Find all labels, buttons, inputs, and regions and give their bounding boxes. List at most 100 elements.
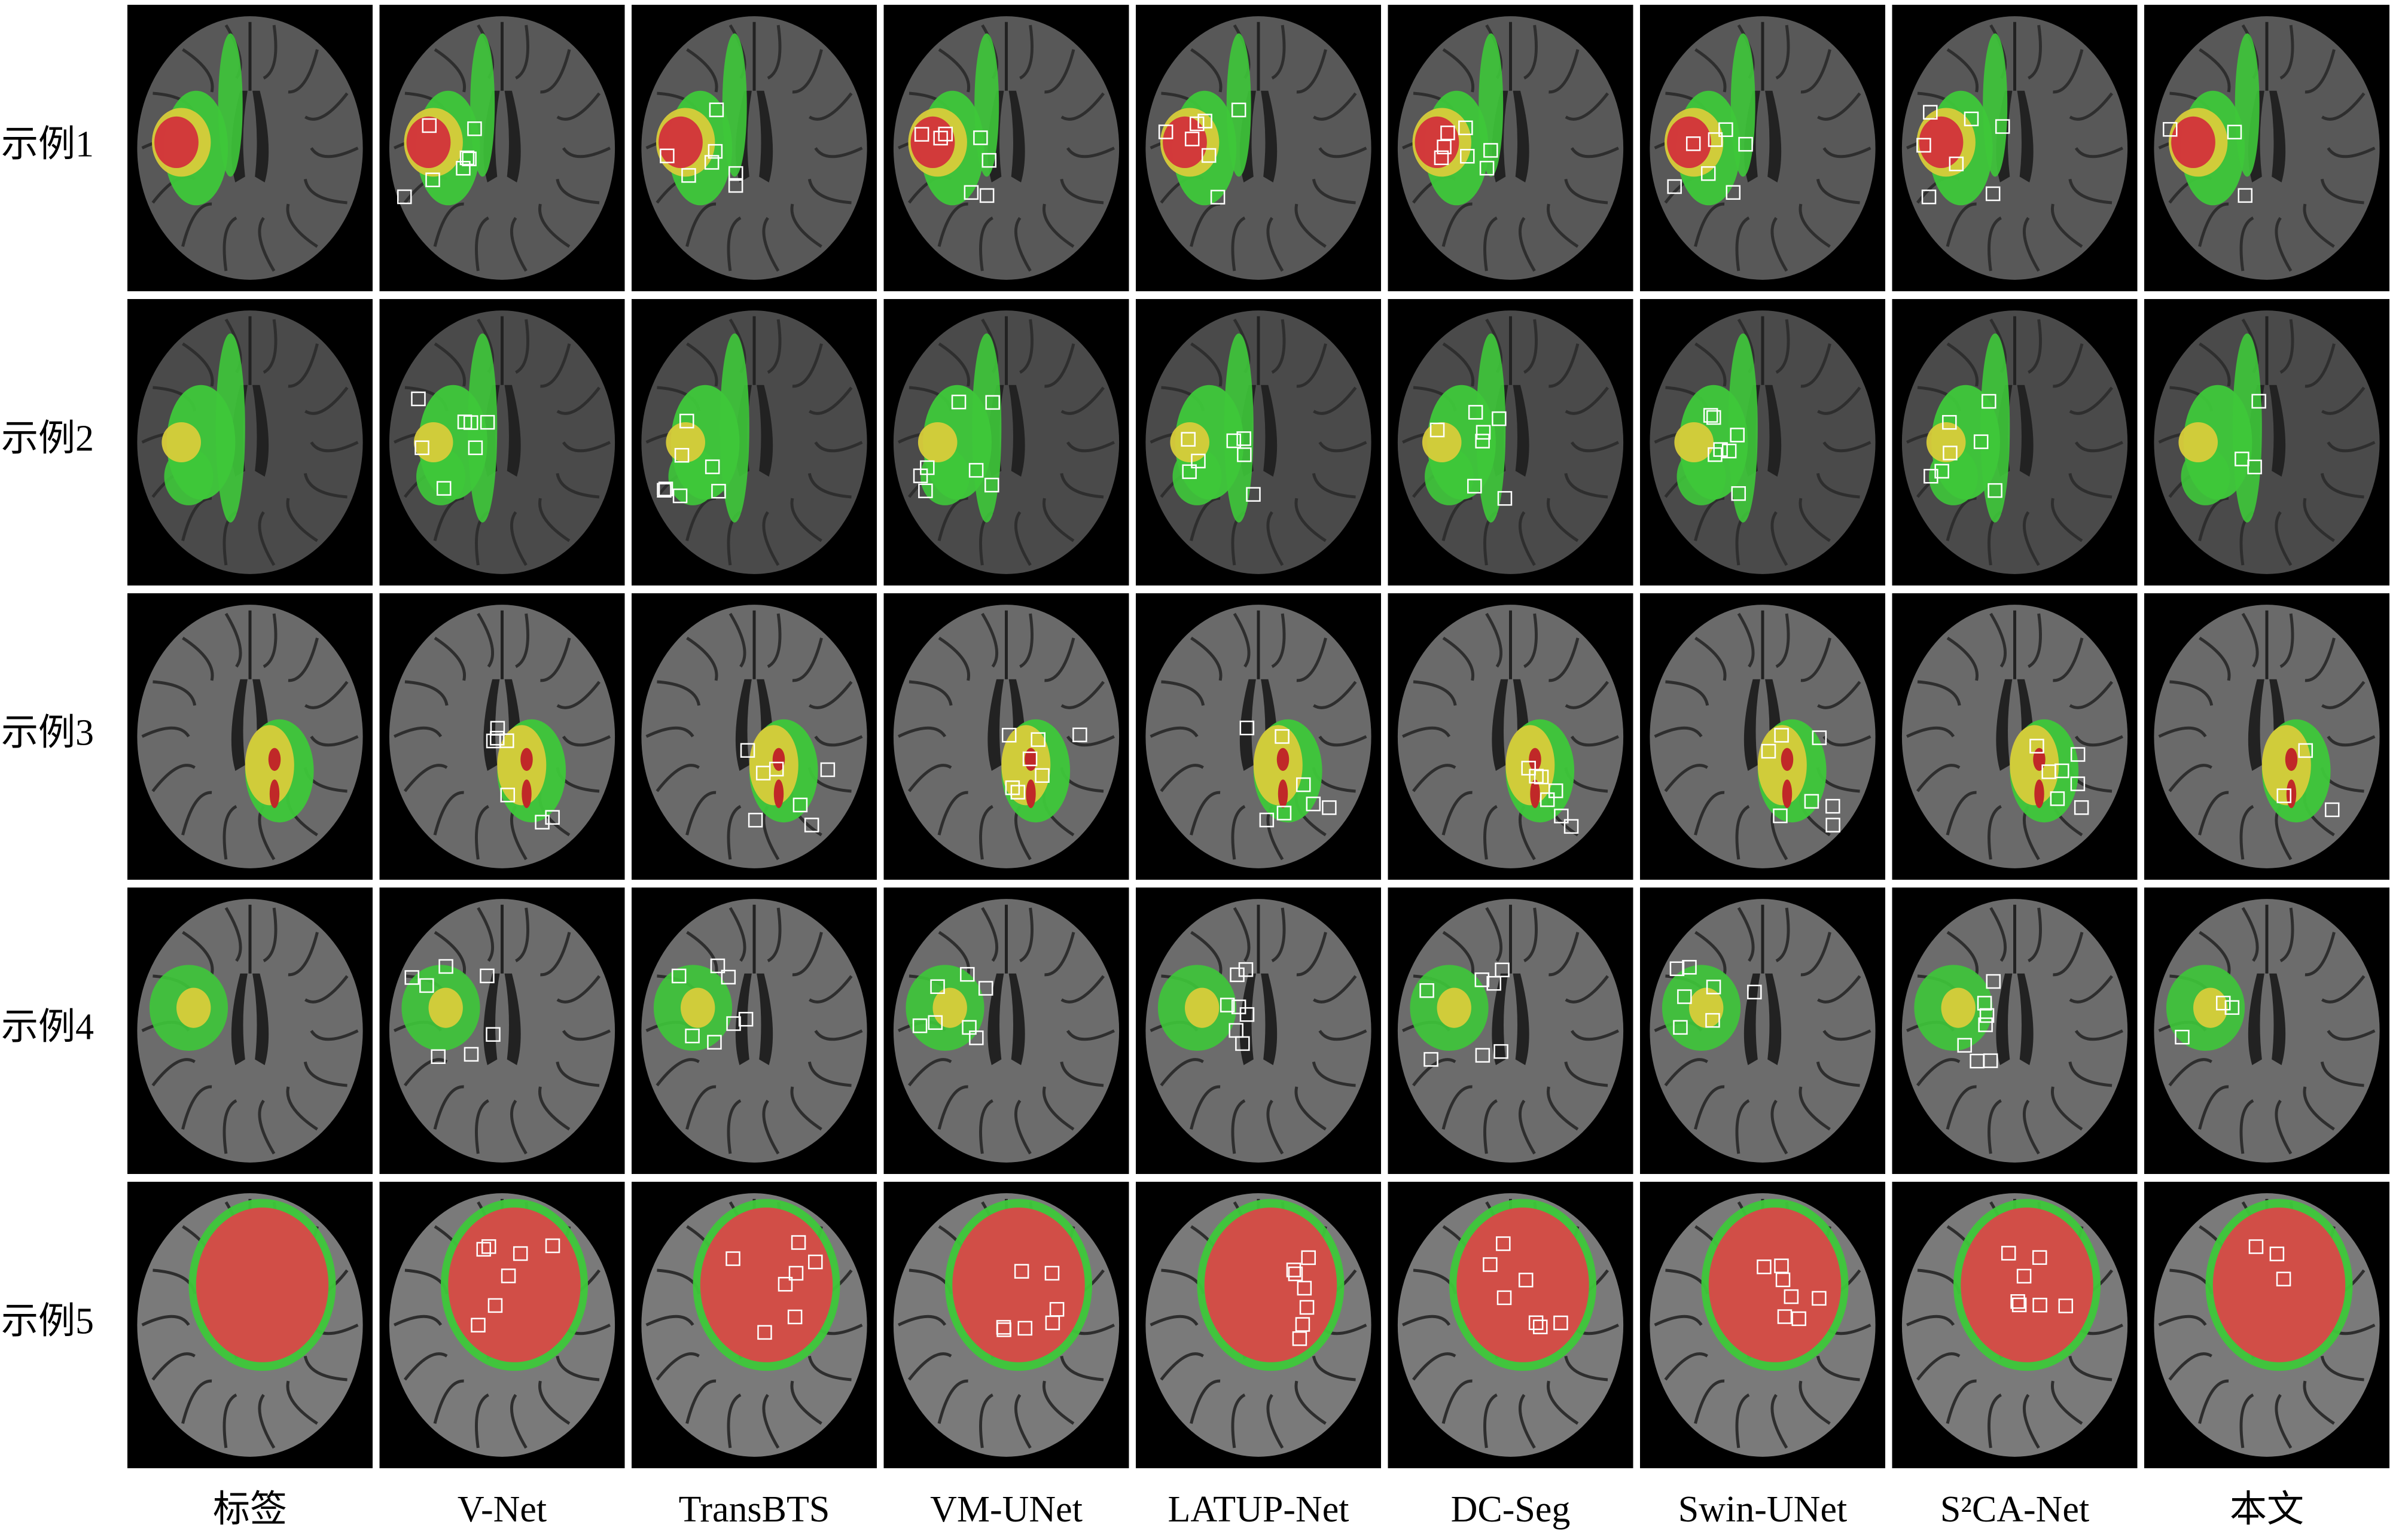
sulcus (979, 805, 994, 860)
row-label: 示例2 (1, 419, 94, 459)
error-box (2163, 122, 2178, 137)
sulcus (1694, 791, 1725, 835)
error-box (545, 1238, 560, 1254)
segmentation (1708, 1207, 1842, 1362)
sulcus (1906, 1315, 1955, 1326)
sulcus (2022, 511, 2040, 566)
error-box (1022, 751, 1038, 767)
brain (893, 16, 1120, 280)
sulcus (1694, 931, 1727, 975)
error-box (1943, 446, 1958, 461)
sulcus (286, 203, 318, 248)
error-box (1495, 962, 1510, 978)
sulcus (1190, 496, 1221, 541)
sulcus (1483, 805, 1498, 860)
mri-image (1892, 888, 2138, 1174)
error-box (728, 178, 743, 193)
sulcus (1318, 1029, 1367, 1041)
sulcus (938, 48, 971, 93)
error-box (1295, 1317, 1310, 1332)
sulcus (2279, 25, 2294, 80)
column-label: V-Net (458, 1489, 547, 1530)
mri-image (632, 888, 877, 1174)
error-box (1239, 720, 1255, 736)
sulcus (1946, 342, 1979, 387)
mri-image (1136, 888, 1381, 1174)
column-label: 本文 (2230, 1489, 2304, 1530)
column-label: S²CA-Net (1940, 1489, 2089, 1530)
sulcus (434, 48, 467, 93)
segmentation (772, 748, 785, 771)
error-box (535, 815, 550, 830)
mri-image (1640, 5, 1885, 291)
error-box (1518, 1273, 1534, 1288)
mri-image (883, 593, 1129, 880)
column-label: 标签 (213, 1489, 287, 1530)
sulcus (1523, 25, 1538, 80)
sulcus (1190, 1085, 1221, 1130)
sulcus (1946, 496, 1977, 541)
error-box (1777, 1309, 1793, 1324)
sulcus (1296, 49, 1327, 94)
segmentation (773, 779, 784, 809)
sulcus (1160, 1352, 1204, 1381)
mri-image (2144, 888, 2389, 1174)
segmentation (1781, 748, 1794, 771)
mri-image (632, 593, 877, 880)
sulcus (1150, 726, 1199, 738)
sulcus (686, 931, 718, 975)
segmentation (1782, 779, 1793, 809)
sulcus (1019, 25, 1034, 80)
sulcus (2327, 441, 2376, 453)
segmentation (1425, 448, 1474, 505)
error-box (2227, 124, 2242, 140)
segmentation (448, 1207, 581, 1362)
brain (2154, 310, 2380, 574)
sulcus (1694, 48, 1727, 93)
error-box (1942, 414, 1957, 430)
mri-image (379, 5, 625, 291)
mri-image (1892, 5, 2138, 291)
sulcus (1817, 681, 1861, 709)
sulcus (538, 498, 571, 542)
sulcus (477, 907, 495, 962)
sulcus (1066, 1029, 1115, 1041)
error-box (1322, 800, 1337, 815)
sulcus (310, 147, 359, 158)
sulcus (792, 638, 823, 682)
sulcus (1294, 1380, 1327, 1425)
sulcus (979, 1099, 994, 1154)
column-label: LATUP-Net (1168, 1489, 1349, 1530)
sulcus (814, 147, 863, 158)
error-box (1492, 411, 1507, 426)
sulcus (2053, 932, 2084, 977)
error-box (951, 394, 967, 410)
sulcus (1664, 764, 1708, 792)
error-box (1726, 185, 1741, 200)
sulcus (1441, 1379, 1473, 1424)
sulcus (182, 636, 214, 681)
sulcus (2305, 932, 2336, 977)
segmentation (1919, 116, 1964, 169)
sulcus (1816, 1355, 1860, 1382)
sulcus (2279, 907, 2294, 962)
error-box (500, 788, 516, 803)
error-box (2032, 1297, 2047, 1313)
sulcus (2027, 907, 2043, 962)
error-box (1677, 989, 1692, 1004)
brain (893, 310, 1120, 574)
error-box (1705, 1013, 1720, 1028)
sulcus (1799, 1086, 1831, 1131)
error-box (1045, 1315, 1060, 1331)
sulcus (1989, 612, 2007, 668)
segmentation (2232, 333, 2262, 523)
sulcus (937, 202, 968, 247)
error-box (973, 130, 988, 145)
segmentation (720, 333, 749, 523)
mri-image (127, 888, 373, 1174)
error-box (1995, 119, 2010, 134)
mri-image (379, 888, 625, 1174)
error-box (1467, 478, 1482, 494)
error-box (674, 448, 690, 463)
sulcus (907, 764, 952, 792)
